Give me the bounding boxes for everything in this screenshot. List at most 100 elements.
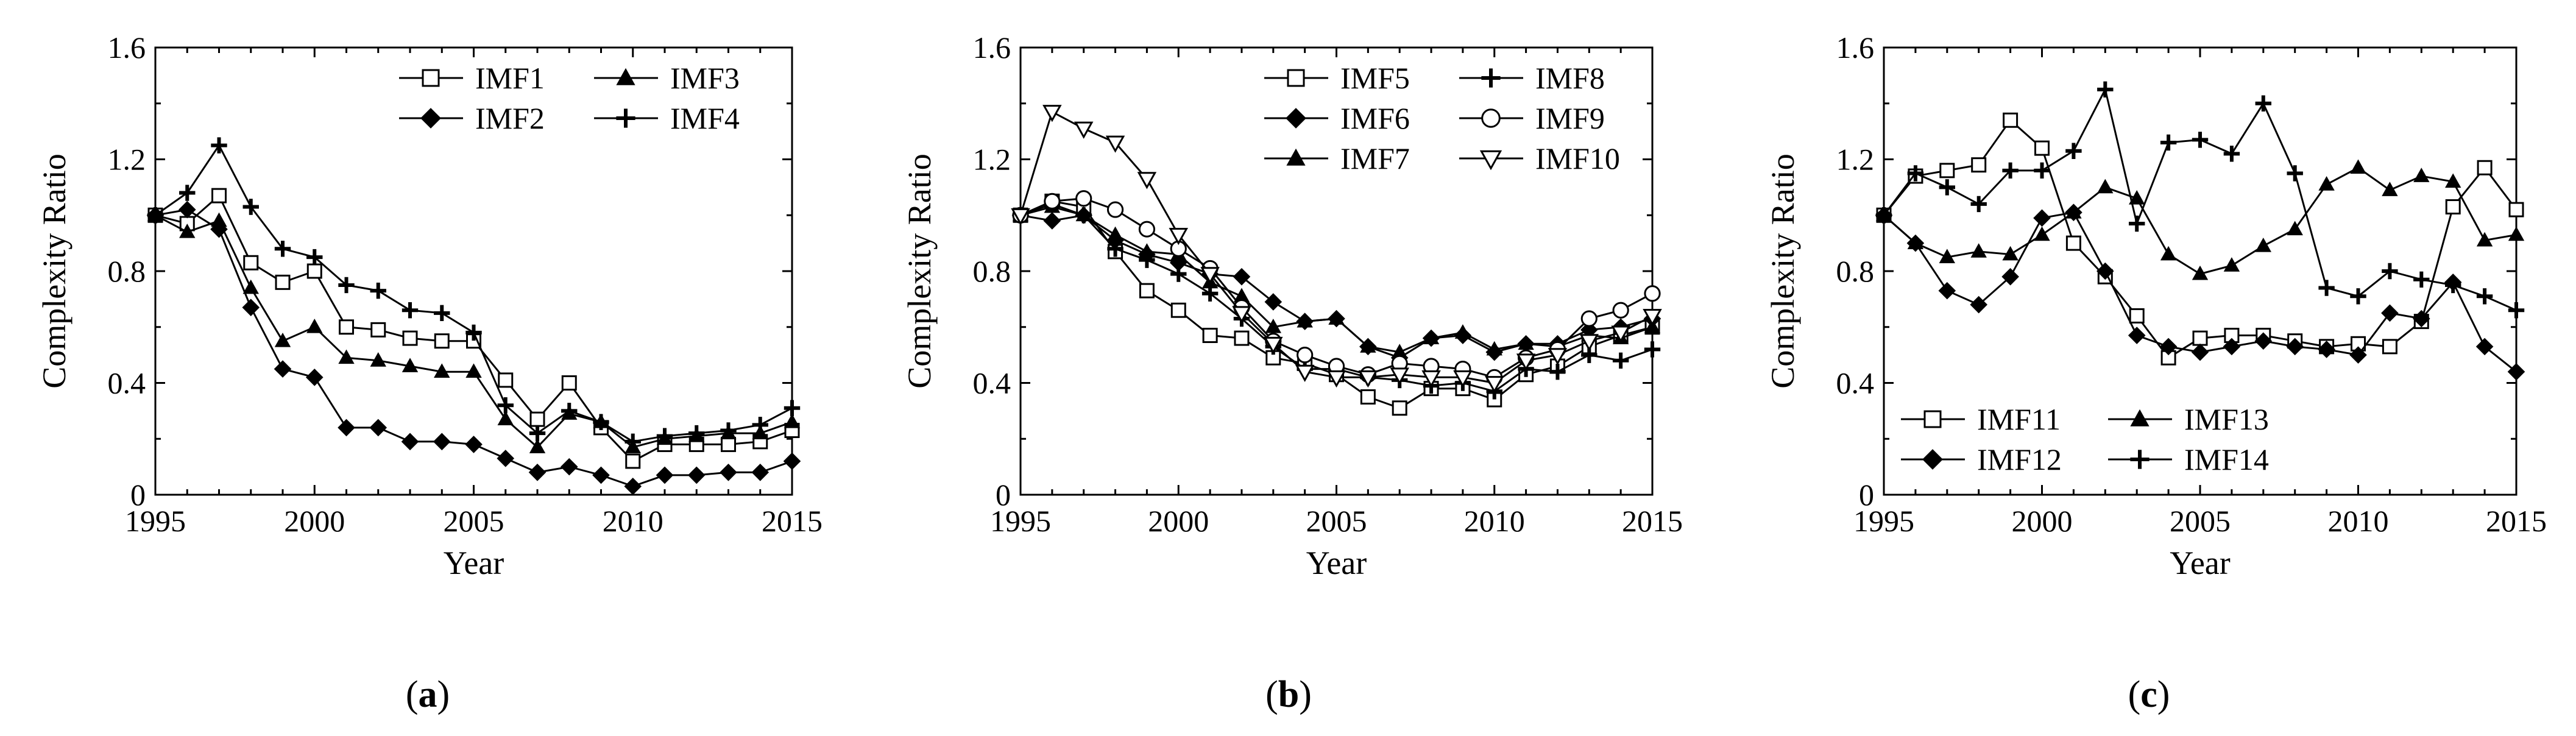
data-point-IMF13: [2445, 173, 2461, 188]
data-point-IMF3: [274, 332, 291, 347]
legend-entry-IMF2: IMF2: [399, 101, 545, 135]
data-point-IMF1: [339, 319, 354, 335]
data-point-IMF4: [402, 302, 419, 319]
data-point-IMF5: [1392, 400, 1407, 416]
data-point-IMF5: [1139, 283, 1155, 299]
data-point-IMF10: [1326, 370, 1346, 388]
data-point-IMF1: [434, 333, 450, 349]
y-tick-label: 0.8: [973, 254, 1011, 288]
data-point-IMF3: [465, 363, 482, 378]
data-point-IMF13: [2160, 246, 2177, 261]
data-point-IMF12: [2254, 332, 2273, 350]
data-point-IMF3: [402, 358, 419, 372]
data-point-IMF7: [1107, 226, 1123, 241]
data-point-IMF13: [1907, 235, 1924, 250]
data-point-IMF4: [656, 428, 673, 444]
legend-marker-IMF12: [1922, 449, 1943, 470]
legend-label: IMF3: [670, 61, 740, 95]
data-point-IMF12: [2128, 327, 2146, 344]
legend-entry-IMF13: IMF13: [2108, 402, 2269, 436]
data-point-IMF12: [2349, 346, 2367, 364]
data-point-IMF13: [2129, 189, 2145, 205]
legend-label: IMF9: [1535, 101, 1605, 135]
data-point-IMF4: [784, 400, 801, 416]
legend-entry-IMF6: IMF6: [1264, 101, 1410, 135]
x-tick-label: 2005: [2170, 504, 2231, 538]
legend-marker-IMF2: [420, 108, 441, 129]
legend-marker-IMF11: [1923, 410, 1942, 428]
y-tick-label: 0.8: [1836, 254, 1875, 288]
data-point-IMF10: [1074, 121, 1094, 139]
legend-label: IMF11: [1977, 402, 2061, 436]
data-point-IMF11: [2445, 199, 2461, 214]
legend-label: IMF12: [1977, 442, 2062, 476]
data-point-IMF14: [1939, 179, 1955, 196]
data-point-IMF13: [2508, 226, 2525, 241]
data-point-IMF10: [1643, 309, 1662, 327]
legend-marker-IMF13: [2130, 409, 2150, 426]
data-point-IMF14: [2034, 162, 2050, 179]
panel-label-b: (b): [1265, 674, 1312, 715]
data-point-IMF8: [1612, 352, 1629, 369]
data-point-IMF10: [1137, 172, 1157, 189]
data-point-IMF13: [2350, 159, 2366, 174]
data-point-IMF10: [1453, 370, 1473, 388]
data-point-IMF14: [2002, 162, 2019, 179]
series-IMF14: [1875, 81, 2525, 319]
data-point-IMF2: [592, 466, 610, 484]
data-point-IMF7: [1454, 324, 1471, 339]
panel-label-a: (a): [406, 674, 450, 715]
data-point-IMF2: [274, 360, 292, 378]
data-point-IMF9: [1106, 201, 1124, 218]
data-point-IMF6: [1264, 293, 1283, 311]
data-point-IMF11: [2034, 140, 2050, 156]
data-point-IMF14: [2508, 302, 2525, 319]
y-axis-label: Complexity Ratio: [1764, 154, 1801, 389]
data-point-IMF1: [402, 330, 418, 346]
data-point-IMF13: [2382, 182, 2398, 196]
legend-marker-IMF5: [1287, 69, 1305, 87]
legend-label: IMF6: [1340, 101, 1410, 135]
data-point-IMF11: [1939, 163, 1955, 179]
data-point-IMF7: [1297, 313, 1313, 328]
legend-entry-IMF1: IMF1: [399, 61, 545, 95]
x-tick-label: 1995: [1853, 504, 1914, 538]
y-tick-label: 1.2: [973, 143, 1011, 177]
data-point-IMF11: [2477, 160, 2493, 175]
data-point-IMF1: [721, 436, 736, 452]
x-tick-label: 2015: [2486, 504, 2547, 538]
series-IMF11: [1876, 112, 2524, 366]
legend-entry-IMF5: IMF5: [1264, 61, 1410, 95]
data-point-IMF10: [1295, 364, 1315, 382]
x-tick-label: 2015: [1622, 504, 1683, 538]
data-point-IMF10: [1200, 267, 1220, 285]
data-point-IMF12: [2507, 363, 2525, 381]
legend-entry-IMF11: IMF11: [1901, 402, 2061, 436]
data-point-IMF4: [434, 305, 450, 322]
data-point-IMF10: [1548, 348, 1568, 366]
data-point-IMF11: [2508, 202, 2524, 218]
data-point-IMF8: [1075, 207, 1092, 224]
data-point-IMF12: [2159, 338, 2178, 356]
data-point-IMF2: [338, 419, 355, 437]
x-tick-label: 2005: [1306, 504, 1367, 538]
data-point-IMF11: [2382, 339, 2397, 355]
data-point-IMF12: [2413, 310, 2430, 328]
data-point-IMF7: [1139, 243, 1155, 258]
data-point-IMF8: [1107, 241, 1123, 257]
data-point-IMF4: [211, 137, 227, 154]
data-point-IMF14: [2445, 277, 2461, 294]
x-tick-label: 1995: [125, 504, 186, 538]
data-point-IMF12: [1970, 295, 1987, 314]
data-point-IMF14: [2160, 134, 2177, 151]
data-point-IMF2: [528, 464, 547, 481]
y-tick-label: 0: [130, 478, 146, 512]
data-point-IMF14: [2350, 288, 2366, 305]
data-point-IMF2: [433, 433, 451, 451]
y-tick-label: 0.4: [973, 366, 1011, 400]
data-point-IMF2: [369, 419, 387, 437]
data-point-IMF10: [1264, 336, 1283, 355]
data-point-IMF10: [1579, 334, 1599, 352]
data-point-IMF14: [1970, 196, 1987, 213]
